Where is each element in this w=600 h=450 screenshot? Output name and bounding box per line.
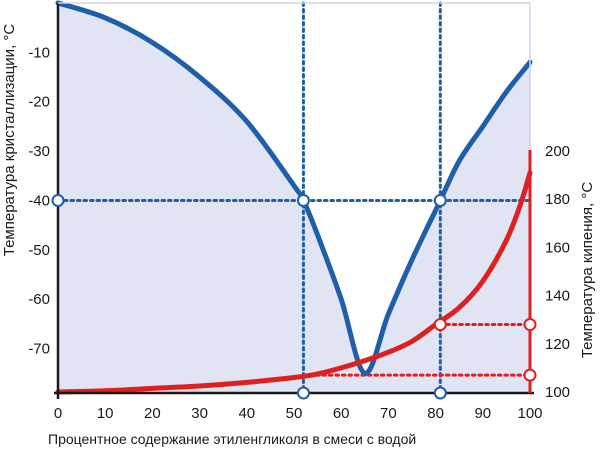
right-tick-label: 140 <box>545 288 570 305</box>
left-tick-label: -10 <box>28 44 50 61</box>
guide-marker-3 <box>296 386 310 400</box>
freezing-area-fill <box>58 3 530 393</box>
guide-marker-5 <box>433 318 447 332</box>
guide-marker-2 <box>433 193 447 207</box>
left-tick-label: -60 <box>28 291 50 308</box>
x-tick-label: 0 <box>54 405 62 422</box>
right-axis-title: Температура кипения, °C <box>579 182 596 359</box>
right-tick-label: 160 <box>545 239 570 256</box>
x-tick-label: 70 <box>380 405 397 422</box>
guide-markers <box>51 193 537 400</box>
left-tick-label: -70 <box>28 341 50 358</box>
freezing-series-line <box>55 0 533 376</box>
tick-labels: 0 10 20 30 40 50 60 70 80 90 100 -10 -20 -30 -40 -50 -60… <box>28 44 570 422</box>
guide-marker-7 <box>523 368 537 382</box>
x-axis-title: Процентное содержание этиленгликоля в см… <box>48 431 416 447</box>
x-tick-label: 90 <box>474 405 491 422</box>
guide-marker-6 <box>523 318 537 332</box>
right-tick-label: 100 <box>545 384 570 401</box>
left-tick-label: -40 <box>28 192 50 209</box>
x-tick-label: 80 <box>427 405 444 422</box>
x-tick-label: 40 <box>238 405 255 422</box>
guide-marker-4 <box>433 386 447 400</box>
boiling-series-line <box>55 170 533 395</box>
left-tick-label: -20 <box>28 94 50 111</box>
series-lines <box>55 0 533 395</box>
x-tick-label: 10 <box>97 405 114 422</box>
x-tick-label: 20 <box>144 405 161 422</box>
right-tick-label: 120 <box>545 336 570 353</box>
under-curve-fill <box>58 3 530 393</box>
x-tick-label: 60 <box>333 405 350 422</box>
x-tick-label: 100 <box>517 405 542 422</box>
x-tick-label: 30 <box>191 405 208 422</box>
guide-marker-1 <box>296 193 310 207</box>
left-axis-title: Температура кристаллизации, °C <box>1 24 18 257</box>
left-tick-label: -50 <box>28 242 50 259</box>
axes <box>54 2 534 399</box>
x-tick-label: 50 <box>286 405 303 422</box>
right-tick-label: 200 <box>545 143 570 160</box>
guide-marker-0 <box>51 193 65 207</box>
left-tick-label: -30 <box>28 143 50 160</box>
right-tick-label: 180 <box>545 191 570 208</box>
